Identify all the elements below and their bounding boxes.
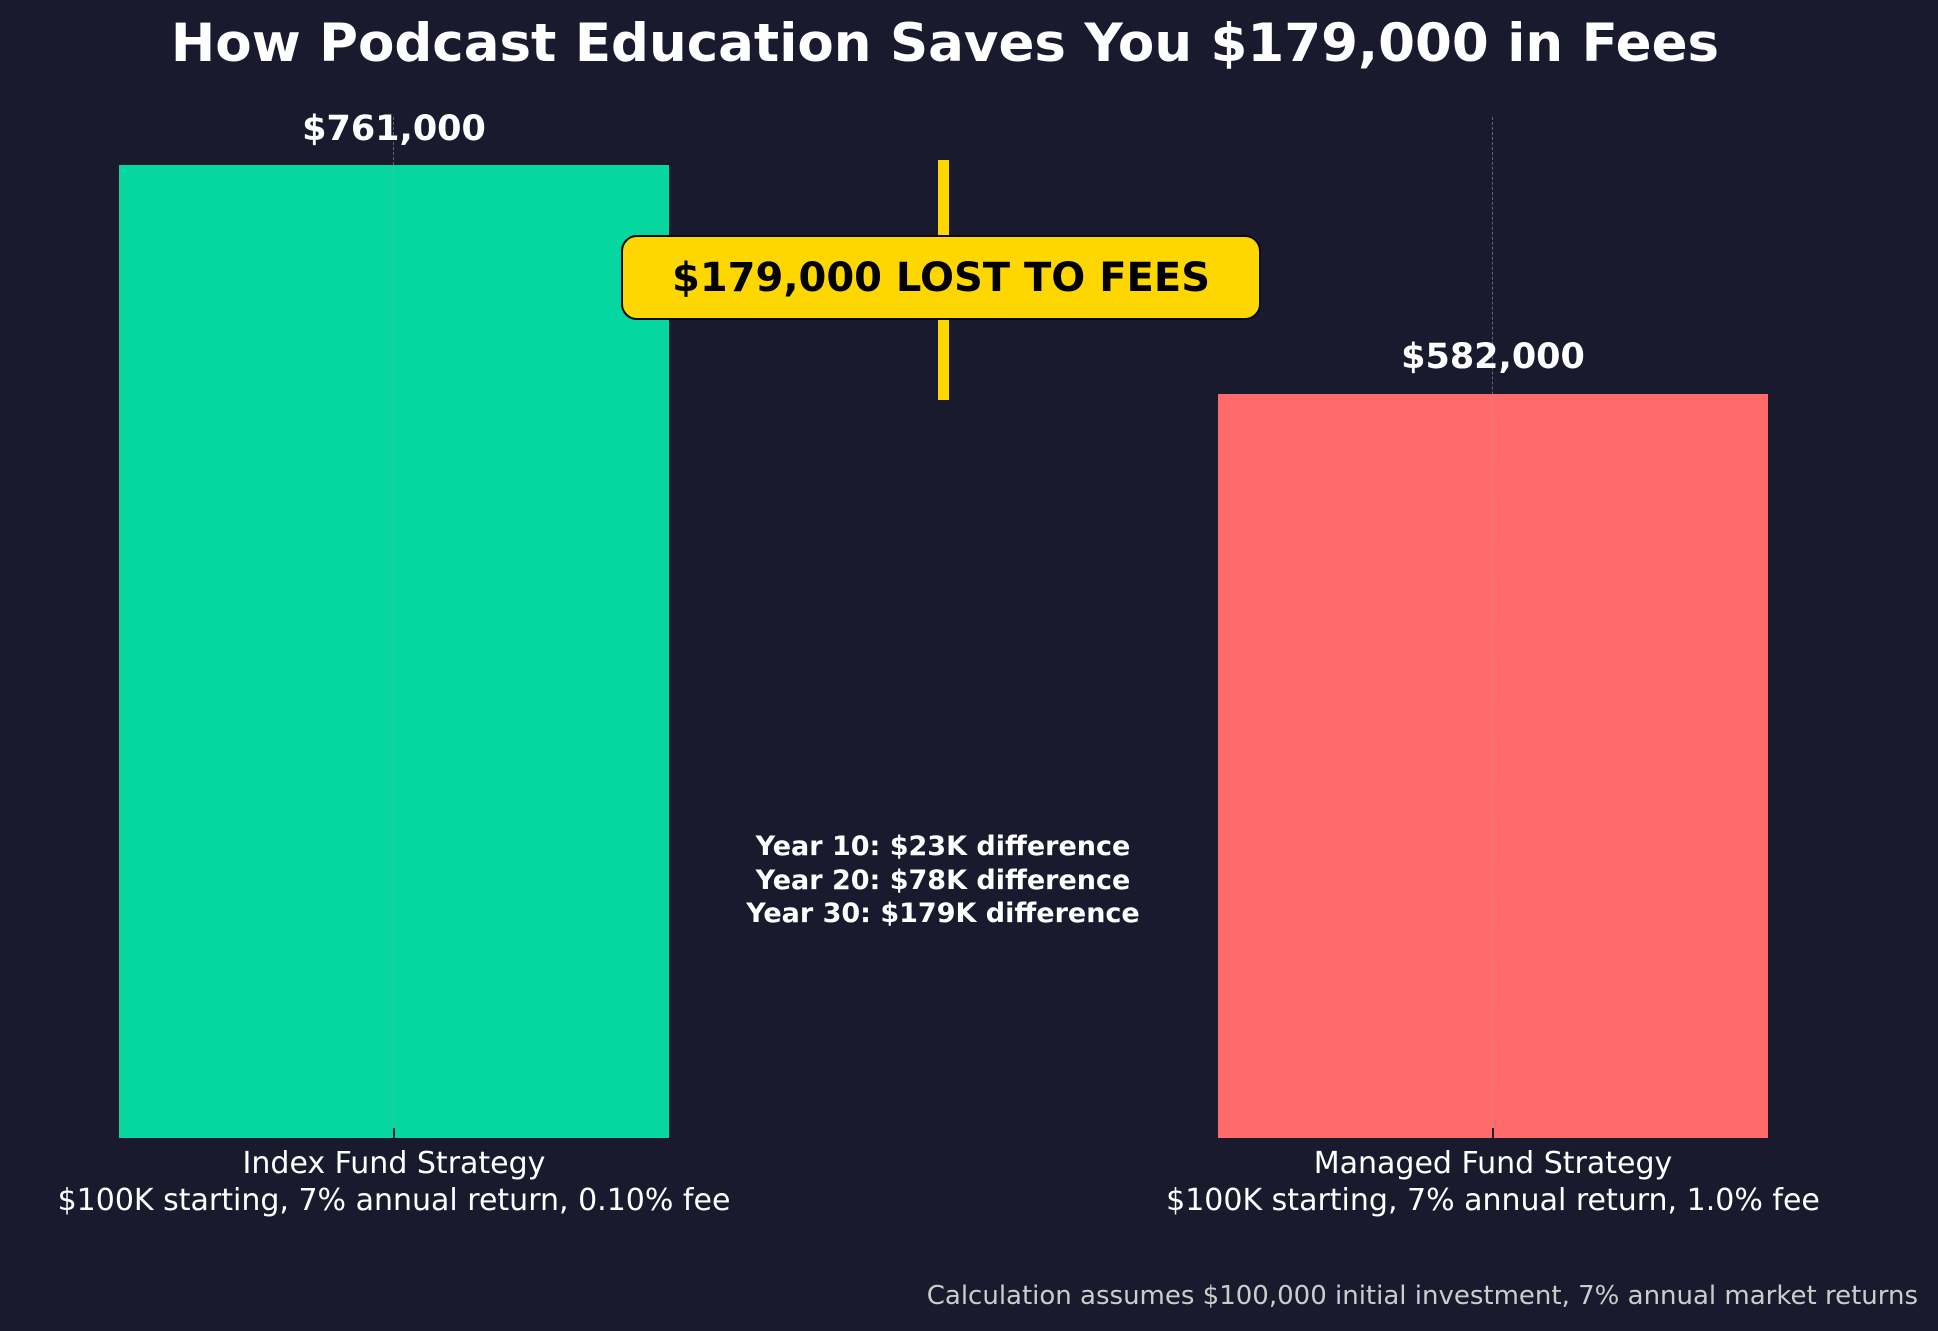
fees-lost-callout-text: $179,000 LOST TO FEES bbox=[671, 254, 1211, 301]
xtick-label-index: Index Fund Strategy $100K starting, 7% a… bbox=[0, 1145, 844, 1219]
xtick-label-managed: Managed Fund Strategy $100K starting, 7%… bbox=[1043, 1145, 1938, 1219]
value-label-index: $761,000 bbox=[302, 109, 486, 149]
note-year-20: Year 20: $78K difference bbox=[755, 864, 1131, 896]
xtick-label-index-line2: $100K starting, 7% annual return, 0.10% … bbox=[57, 1183, 731, 1218]
xtick-label-index-line1: Index Fund Strategy bbox=[242, 1146, 546, 1181]
chart-title: How Podcast Education Saves You $179,000… bbox=[170, 13, 1720, 74]
bar-managed-fund bbox=[1218, 394, 1768, 1138]
difference-notes: Year 10: $23K difference Year 20: $78K d… bbox=[643, 830, 1243, 931]
note-year-30: Year 30: $179K difference bbox=[746, 898, 1140, 929]
bar-index-fund bbox=[119, 165, 669, 1138]
footnote: Calculation assumes $100,000 initial inv… bbox=[926, 1281, 1918, 1311]
fees-lost-callout: $179,000 LOST TO FEES bbox=[621, 235, 1261, 320]
xtick-label-managed-line2: $100K starting, 7% annual return, 1.0% f… bbox=[1166, 1183, 1820, 1218]
xtick-managed bbox=[1492, 1128, 1494, 1138]
gridline-index bbox=[393, 117, 394, 1138]
gridline-managed bbox=[1492, 117, 1493, 1138]
note-year-10: Year 10: $23K difference bbox=[755, 831, 1131, 862]
xtick-index bbox=[393, 1128, 395, 1138]
value-label-managed: $582,000 bbox=[1401, 337, 1585, 377]
xtick-label-managed-line1: Managed Fund Strategy bbox=[1313, 1146, 1673, 1181]
